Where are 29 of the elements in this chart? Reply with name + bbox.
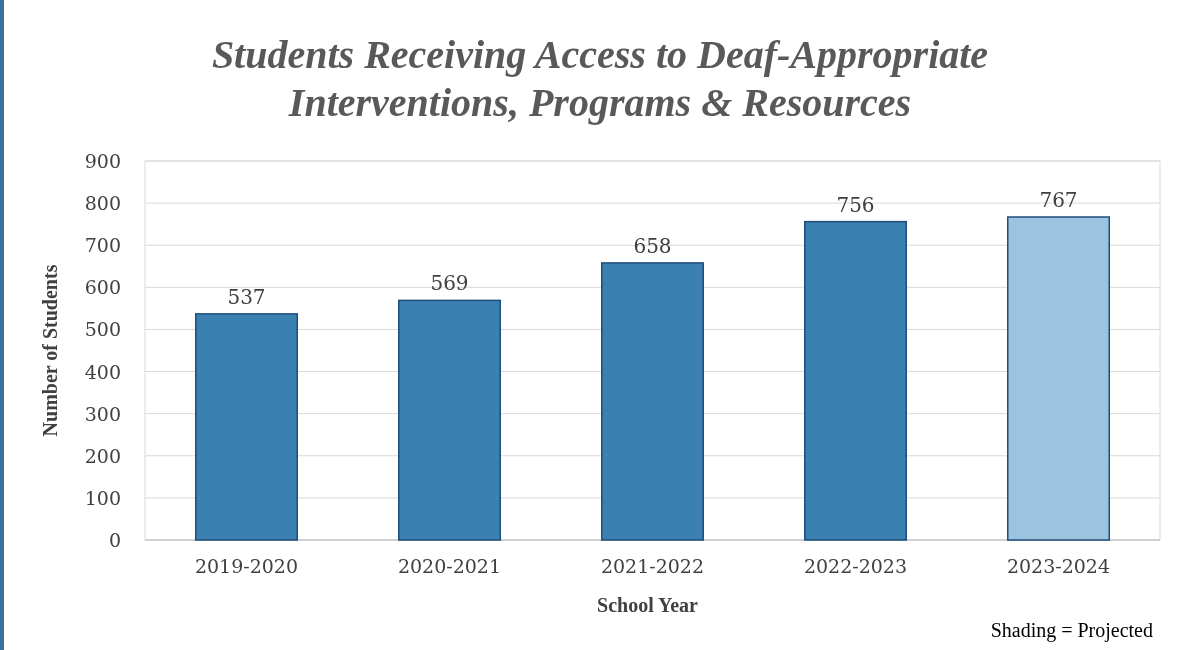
- text: Shading = Projected: [990, 619, 1153, 642]
- bar: [1007, 216, 1110, 541]
- y-tick-label: 900: [84, 150, 121, 172]
- data-label: 537: [227, 284, 266, 309]
- data-label: 767: [1039, 188, 1078, 213]
- data-label: 658: [633, 233, 672, 258]
- bar: [601, 262, 704, 541]
- y-tick-label: 100: [84, 486, 121, 509]
- y-tick-label: 500: [84, 318, 121, 341]
- y-tick-label: 200: [84, 444, 121, 467]
- x-tick-label: 2023-2024: [1006, 555, 1111, 577]
- y-axis-title: Number of Students: [39, 264, 61, 437]
- bar: [804, 220, 907, 541]
- bar: [195, 313, 298, 541]
- x-tick-label: 2021-2022: [600, 555, 705, 577]
- y-tick-label: 800: [84, 192, 121, 215]
- y-tick-label: 300: [84, 402, 121, 425]
- data-label: 569: [430, 271, 469, 296]
- x-tick-label: 2019-2020: [194, 555, 299, 577]
- data-label: 756: [836, 192, 875, 217]
- x-axis-title: School Year: [597, 594, 699, 616]
- y-tick-label: 600: [84, 276, 121, 299]
- y-tick-label: 700: [84, 234, 121, 257]
- chart-title: Students Receiving Access to Deaf-Appropriate Interventions, Programs & Resources: [211, 32, 989, 125]
- x-tick-label: 2022-2023: [803, 555, 908, 577]
- y-tick-label: 400: [84, 360, 121, 383]
- bar: [398, 299, 501, 541]
- y-tick-label: 0: [108, 529, 121, 551]
- x-tick-label: 2020-2021: [397, 555, 502, 577]
